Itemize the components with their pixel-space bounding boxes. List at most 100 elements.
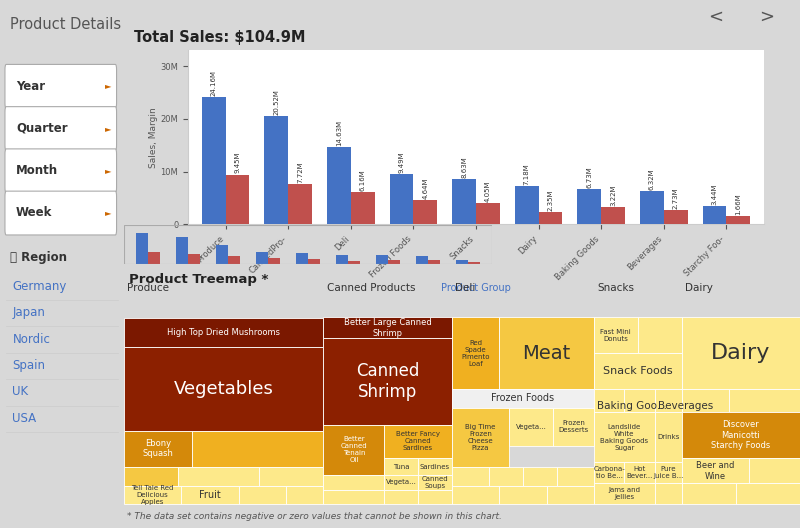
Bar: [286, 486, 323, 504]
FancyBboxPatch shape: [5, 149, 117, 193]
Bar: [554, 408, 594, 446]
Bar: [594, 484, 654, 504]
Bar: [638, 317, 682, 353]
Text: ►: ►: [105, 124, 112, 133]
Bar: [546, 486, 594, 504]
Text: 4.64M: 4.64M: [422, 177, 428, 199]
Text: Ebony
Squash: Ebony Squash: [142, 439, 174, 458]
Bar: [416, 256, 428, 264]
Bar: [654, 389, 682, 412]
Bar: [384, 475, 418, 490]
Text: Vegetables: Vegetables: [174, 380, 274, 398]
Bar: [323, 317, 452, 338]
Bar: [228, 256, 240, 264]
Bar: [323, 338, 452, 425]
Text: Big Time
Frozen
Cheese
Pizza: Big Time Frozen Cheese Pizza: [466, 423, 496, 451]
Text: Beer and
Wine: Beer and Wine: [696, 461, 734, 480]
Text: Vegeta...: Vegeta...: [516, 423, 546, 430]
Bar: [384, 490, 418, 504]
Text: ►: ►: [105, 166, 112, 175]
Text: Frozen
Desserts: Frozen Desserts: [558, 420, 589, 433]
Text: Canned
Shrimp: Canned Shrimp: [356, 362, 419, 401]
Bar: [192, 431, 323, 467]
Bar: [515, 186, 538, 224]
Y-axis label: Sales, Margin: Sales, Margin: [149, 107, 158, 168]
Text: Japan: Japan: [13, 306, 46, 319]
Text: 6.73M: 6.73M: [586, 166, 592, 188]
Text: ⌕ Region: ⌕ Region: [10, 251, 67, 264]
Bar: [682, 317, 800, 389]
Bar: [578, 189, 602, 224]
Text: 20.52M: 20.52M: [274, 89, 279, 115]
Bar: [452, 389, 594, 408]
Bar: [323, 475, 384, 490]
Bar: [682, 389, 729, 412]
Text: Hot
Bever...: Hot Bever...: [626, 466, 653, 479]
Bar: [682, 412, 800, 458]
FancyBboxPatch shape: [5, 107, 117, 150]
Bar: [176, 237, 188, 264]
Bar: [682, 484, 736, 504]
Bar: [376, 255, 388, 264]
Bar: [489, 467, 523, 486]
Bar: [624, 463, 654, 484]
Bar: [264, 116, 288, 224]
Bar: [418, 458, 452, 475]
Bar: [654, 463, 682, 484]
Text: Carbona-
tio Be...: Carbona- tio Be...: [593, 466, 625, 479]
Bar: [124, 486, 182, 504]
Text: Beverages: Beverages: [658, 401, 714, 411]
Text: Canned Products: Canned Products: [326, 283, 415, 293]
Bar: [124, 431, 192, 467]
Bar: [182, 486, 239, 504]
Text: 7.72M: 7.72M: [297, 161, 303, 183]
Bar: [124, 225, 492, 264]
Bar: [350, 192, 374, 224]
Text: Deli: Deli: [455, 283, 476, 293]
Text: Jams and
Jellies: Jams and Jellies: [608, 487, 640, 501]
Bar: [538, 212, 562, 224]
Bar: [456, 260, 468, 264]
Bar: [452, 467, 489, 486]
Bar: [323, 425, 384, 475]
Bar: [729, 389, 800, 412]
Bar: [226, 174, 250, 224]
Text: Vegeta...: Vegeta...: [386, 479, 417, 485]
Bar: [452, 317, 499, 389]
Text: Frozen Foods: Frozen Foods: [491, 393, 554, 403]
Text: Better
Canned
Tenain
Oil: Better Canned Tenain Oil: [341, 436, 367, 464]
Text: 2.73M: 2.73M: [673, 187, 678, 209]
Text: 9.49M: 9.49M: [398, 152, 405, 173]
Text: <: <: [709, 8, 723, 26]
Bar: [557, 467, 594, 486]
Bar: [124, 318, 323, 347]
Bar: [428, 260, 440, 264]
Text: Pure
Juice B...: Pure Juice B...: [653, 466, 683, 479]
Bar: [682, 458, 750, 484]
Text: Year: Year: [16, 80, 46, 92]
Text: 2.35M: 2.35M: [547, 190, 554, 211]
Text: Baking Goo...: Baking Goo...: [597, 401, 667, 411]
Bar: [216, 245, 228, 264]
Text: Red
Spade
Pimento
Loaf: Red Spade Pimento Loaf: [462, 340, 490, 366]
X-axis label: Product Group: Product Group: [441, 283, 511, 293]
Text: 7.18M: 7.18M: [524, 164, 530, 185]
Bar: [259, 467, 323, 486]
Text: Nordic: Nordic: [13, 333, 50, 346]
Bar: [348, 261, 360, 264]
Bar: [388, 260, 400, 264]
Bar: [476, 203, 500, 224]
Bar: [594, 463, 624, 484]
Text: Quarter: Quarter: [16, 122, 68, 135]
Text: Meat: Meat: [522, 344, 570, 363]
Text: 6.16M: 6.16M: [360, 169, 366, 191]
Text: Landslide
White
Baking Goods
Sugar: Landslide White Baking Goods Sugar: [600, 423, 648, 451]
Bar: [452, 486, 499, 504]
Text: ►: ►: [105, 208, 112, 218]
Text: Produce: Produce: [127, 283, 170, 293]
Bar: [510, 408, 554, 446]
Text: 3.44M: 3.44M: [711, 184, 718, 205]
Bar: [418, 475, 452, 490]
Bar: [594, 412, 654, 463]
Bar: [202, 97, 226, 224]
